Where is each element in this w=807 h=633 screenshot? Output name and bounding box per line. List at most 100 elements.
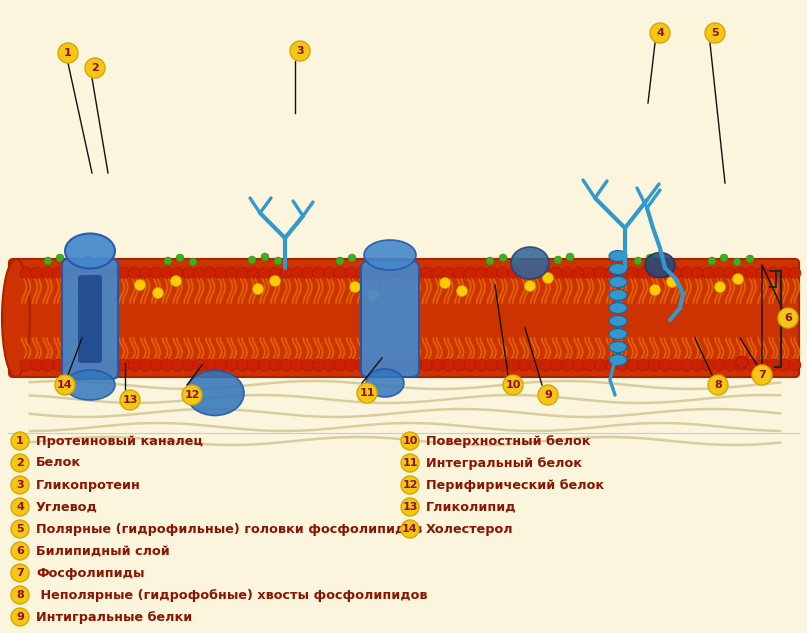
Circle shape (626, 359, 638, 371)
Circle shape (236, 267, 249, 279)
Circle shape (345, 359, 357, 371)
Circle shape (464, 359, 476, 371)
Circle shape (667, 277, 678, 287)
Circle shape (733, 273, 743, 284)
Circle shape (324, 359, 335, 371)
Circle shape (204, 267, 216, 279)
Circle shape (367, 289, 378, 301)
Circle shape (128, 267, 140, 279)
Circle shape (789, 359, 801, 371)
Circle shape (752, 365, 772, 385)
Ellipse shape (609, 303, 627, 313)
Circle shape (248, 267, 260, 279)
Circle shape (253, 284, 264, 294)
Circle shape (170, 275, 182, 287)
Circle shape (20, 359, 32, 371)
Circle shape (150, 267, 162, 279)
Text: 2: 2 (91, 63, 99, 73)
Text: 13: 13 (403, 502, 418, 512)
Text: 11: 11 (359, 388, 374, 398)
Circle shape (357, 383, 377, 403)
Circle shape (440, 277, 450, 289)
Circle shape (31, 359, 43, 371)
Ellipse shape (609, 329, 627, 339)
Circle shape (74, 359, 86, 371)
Circle shape (63, 359, 75, 371)
Circle shape (542, 272, 554, 284)
Circle shape (529, 267, 541, 279)
Text: 10: 10 (403, 436, 418, 446)
Text: 6: 6 (16, 546, 24, 556)
Circle shape (248, 256, 256, 264)
Circle shape (659, 267, 671, 279)
Text: 14: 14 (57, 380, 73, 390)
Ellipse shape (609, 341, 627, 353)
Circle shape (432, 359, 444, 371)
Circle shape (475, 359, 487, 371)
Circle shape (215, 359, 227, 371)
Ellipse shape (609, 354, 627, 365)
Circle shape (572, 359, 584, 371)
Circle shape (713, 267, 725, 279)
Circle shape (735, 267, 746, 279)
Circle shape (756, 267, 768, 279)
Text: 3: 3 (16, 480, 24, 490)
Circle shape (454, 267, 466, 279)
Ellipse shape (645, 253, 675, 277)
Circle shape (616, 267, 628, 279)
Text: 6: 6 (784, 313, 792, 323)
Ellipse shape (186, 370, 244, 415)
Circle shape (442, 359, 454, 371)
Circle shape (736, 356, 748, 368)
Circle shape (401, 520, 419, 538)
Circle shape (692, 359, 704, 371)
Circle shape (58, 43, 78, 63)
Text: Гликопротеин: Гликопротеин (36, 479, 141, 491)
Circle shape (659, 359, 671, 371)
Circle shape (336, 257, 344, 265)
Circle shape (616, 359, 628, 371)
Circle shape (236, 359, 249, 371)
Text: 8: 8 (714, 380, 722, 390)
Text: 10: 10 (505, 380, 521, 390)
Circle shape (290, 41, 310, 61)
Ellipse shape (2, 259, 30, 377)
Circle shape (269, 267, 281, 279)
Circle shape (312, 267, 324, 279)
Circle shape (291, 267, 303, 279)
Text: Холестерол: Холестерол (426, 522, 513, 536)
Circle shape (518, 267, 530, 279)
Circle shape (713, 359, 725, 371)
Text: 2: 2 (16, 458, 24, 468)
Circle shape (401, 498, 419, 516)
FancyBboxPatch shape (62, 259, 118, 379)
Circle shape (512, 257, 520, 265)
Circle shape (410, 267, 422, 279)
Circle shape (139, 359, 151, 371)
Ellipse shape (609, 251, 627, 261)
Circle shape (280, 267, 292, 279)
Circle shape (778, 308, 798, 328)
Circle shape (96, 267, 108, 279)
Circle shape (503, 375, 523, 395)
Circle shape (85, 267, 97, 279)
Ellipse shape (65, 234, 115, 268)
Text: 8: 8 (16, 590, 24, 600)
FancyBboxPatch shape (361, 261, 419, 377)
Text: Протеиновый каналец: Протеиновый каналец (36, 434, 203, 448)
Circle shape (410, 359, 422, 371)
Circle shape (746, 359, 758, 371)
Circle shape (692, 267, 704, 279)
Circle shape (172, 359, 184, 371)
Circle shape (44, 257, 52, 265)
Circle shape (708, 375, 728, 395)
Circle shape (312, 359, 324, 371)
Circle shape (258, 267, 270, 279)
Circle shape (176, 254, 184, 262)
Circle shape (11, 520, 29, 538)
Circle shape (302, 267, 314, 279)
Circle shape (432, 267, 444, 279)
Circle shape (496, 359, 508, 371)
Circle shape (11, 564, 29, 582)
Circle shape (388, 359, 400, 371)
